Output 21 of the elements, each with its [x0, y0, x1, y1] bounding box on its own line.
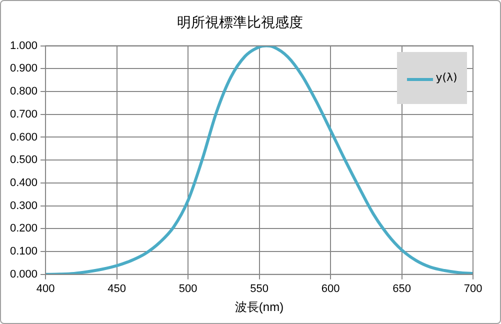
x-tick-label: 600	[321, 283, 340, 296]
y-tick-label: 0.500	[10, 154, 38, 166]
x-axis-title: 波長(nm)	[234, 300, 284, 314]
chart-title: 明所視標準比視感度	[177, 15, 303, 32]
x-tick-label: 400	[36, 283, 55, 296]
y-tick-label: 1.000	[10, 40, 38, 52]
y-tick-label: 0.100	[10, 246, 38, 258]
y-tick-label: 0.000	[10, 268, 38, 280]
legend-label: y(λ)	[436, 71, 458, 84]
y-tick-label: 0.700	[10, 108, 38, 120]
y-tick-label: 0.800	[10, 86, 38, 98]
y-tick-label: 0.200	[10, 222, 38, 235]
y-tick-label: 0.300	[10, 200, 38, 212]
y-tick-label: 0.400	[10, 176, 38, 189]
y-tick-label: 0.600	[10, 131, 38, 144]
y-tick-label: 0.900	[10, 62, 38, 75]
x-tick-label: 550	[250, 283, 268, 296]
x-tick-label: 700	[464, 283, 482, 296]
x-tick-label: 650	[392, 283, 411, 296]
x-tick-label: 450	[108, 283, 126, 296]
x-tick-label: 500	[178, 283, 198, 296]
